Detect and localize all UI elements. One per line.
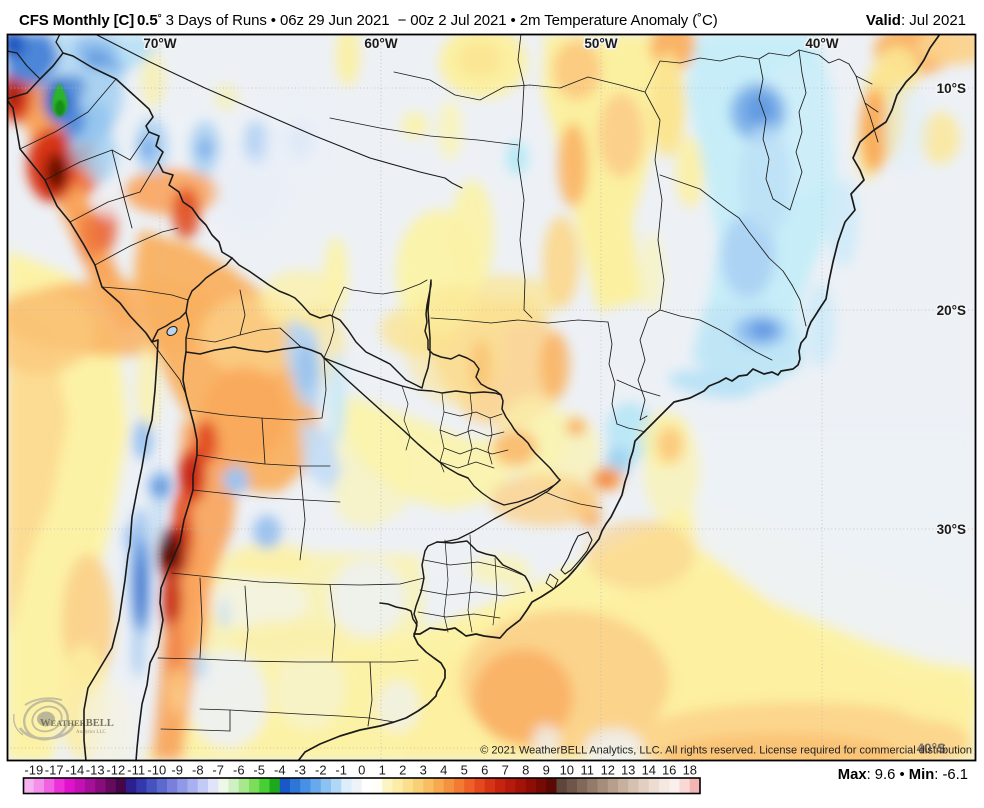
svg-text:-13: -13 xyxy=(86,763,105,778)
svg-text:8: 8 xyxy=(522,763,529,778)
svg-text:70°W: 70°W xyxy=(143,36,176,51)
svg-text:© 2021 WeatherBELL Analytics,: © 2021 WeatherBELL Analytics, LLC. All r… xyxy=(480,745,972,757)
svg-text:14: 14 xyxy=(642,763,656,778)
svg-text:-4: -4 xyxy=(274,763,286,778)
svg-text:10°S: 10°S xyxy=(937,81,966,96)
svg-text:18: 18 xyxy=(683,763,697,778)
svg-text:7: 7 xyxy=(502,763,509,778)
svg-text:3: 3 xyxy=(420,763,427,778)
svg-text:-17: -17 xyxy=(45,763,64,778)
svg-text:40°S: 40°S xyxy=(917,741,946,756)
svg-text:-14: -14 xyxy=(65,763,84,778)
svg-text:9: 9 xyxy=(543,763,550,778)
svg-text:50°W: 50°W xyxy=(584,36,617,51)
svg-text:0: 0 xyxy=(358,763,365,778)
svg-text:5: 5 xyxy=(461,763,468,778)
svg-text:-10: -10 xyxy=(147,763,166,778)
svg-text:-5: -5 xyxy=(253,763,265,778)
svg-text:-6: -6 xyxy=(233,763,245,778)
svg-text:60°W: 60°W xyxy=(364,36,397,51)
svg-text:-19: -19 xyxy=(24,763,43,778)
svg-text:16: 16 xyxy=(662,763,676,778)
svg-text:20°S: 20°S xyxy=(937,303,966,318)
svg-text:-11: -11 xyxy=(127,763,145,778)
svg-text:-1: -1 xyxy=(335,763,347,778)
svg-text:1: 1 xyxy=(379,763,386,778)
svg-text:40°W: 40°W xyxy=(805,36,838,51)
svg-text:WEATHERBELL: WEATHERBELL xyxy=(40,718,114,729)
svg-text:6: 6 xyxy=(481,763,488,778)
svg-text:10: 10 xyxy=(560,763,574,778)
svg-text:2: 2 xyxy=(399,763,406,778)
svg-text:-7: -7 xyxy=(212,763,224,778)
svg-text:-8: -8 xyxy=(192,763,204,778)
svg-text:30°S: 30°S xyxy=(937,522,966,537)
svg-text:11: 11 xyxy=(580,763,594,778)
svg-text:-12: -12 xyxy=(106,763,125,778)
svg-text:12: 12 xyxy=(601,763,615,778)
svg-text:-3: -3 xyxy=(294,763,306,778)
svg-text:Analytics LLC: Analytics LLC xyxy=(76,730,107,735)
svg-text:-9: -9 xyxy=(171,763,183,778)
svg-text:4: 4 xyxy=(440,763,447,778)
svg-text:13: 13 xyxy=(621,763,635,778)
svg-text:-2: -2 xyxy=(315,763,327,778)
